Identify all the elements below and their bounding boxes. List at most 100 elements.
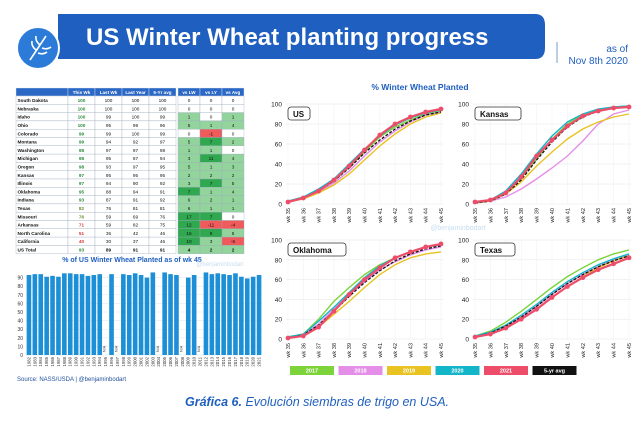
table-header-label: This Wk: [73, 90, 91, 95]
panel-title-box: [474, 106, 522, 121]
as-of-label: as of: [606, 44, 628, 55]
table-cell-value: 5: [232, 181, 235, 186]
bar: [121, 274, 126, 355]
table-cell-value: 4: [232, 189, 235, 194]
table-cell-value: 76: [79, 214, 85, 219]
panel-title-box: [287, 106, 311, 121]
table-cell-value: 15: [186, 231, 192, 236]
wheat-icon-stalk: [29, 35, 52, 61]
line-x-tick: wk 39: [535, 343, 541, 359]
table-cell-value: 94: [106, 181, 112, 186]
table-cell-value: 7: [210, 214, 213, 219]
table-cell-value: 69: [133, 214, 139, 219]
line-x-tick: wk 43: [408, 208, 414, 224]
table-cell-value: 91: [160, 248, 166, 253]
line-x-tick: wk 36: [488, 208, 494, 224]
line-x-tick: wk 40: [550, 343, 556, 359]
table-cell: [221, 245, 245, 254]
bar-x-tick: 2002: [144, 356, 149, 366]
table-cell-value: 96: [160, 123, 166, 128]
line-x-tick: wk 39: [347, 343, 353, 359]
line-x-tick: wk 43: [408, 343, 414, 359]
panel-title: Oklahoma: [293, 246, 332, 255]
table-cell-value: 71: [79, 223, 85, 228]
table-cell-value: 88: [106, 189, 112, 194]
table-cell-value: 100: [132, 106, 140, 111]
line-y-tick: 80: [275, 122, 283, 129]
table-cell-value: 5: [188, 165, 191, 170]
line-point-2021: [408, 249, 413, 255]
legend-swatch-2020: [435, 366, 480, 375]
bar: [50, 275, 55, 355]
table-cell-value: 30: [106, 239, 112, 244]
table-cell-value: 90: [133, 181, 139, 186]
line-point-2021: [316, 188, 321, 194]
table-cell-value: 3: [188, 181, 191, 186]
line-point-2021: [580, 275, 586, 281]
line-point-2021: [423, 109, 429, 115]
table-cell-value: 87: [106, 198, 112, 203]
bar-na-label: N/A: [179, 345, 183, 352]
bar-x-tick: 2010: [192, 356, 197, 366]
table-row-label: South Dakota: [18, 98, 49, 103]
historical-bar-chart: % of US Winter Wheat Planted as of wk 45…: [17, 257, 262, 367]
line-x-tick: wk 40: [363, 343, 369, 359]
table-row-label: Oregon: [18, 165, 35, 170]
table-cell-value: 40: [79, 239, 85, 244]
table-cell-value: 1: [188, 115, 191, 120]
legend-label: 5-yr avg: [544, 369, 565, 375]
table-cell-value: 59: [106, 214, 112, 219]
bar-na-label: N/A: [114, 345, 118, 352]
line-point-2021: [438, 106, 444, 112]
table-cell-value: 46: [160, 239, 166, 244]
bar-x-tick: 2006: [168, 356, 173, 366]
bar-y-tick: 70: [17, 293, 23, 299]
bar-chart-title: % of US Winter Wheat Planted as of wk 45: [62, 257, 202, 264]
line-y-tick: 60: [275, 277, 283, 284]
bar-x-tick: 1983: [32, 356, 37, 366]
line-x-tick: wk 38: [332, 343, 338, 359]
table-row-label: California: [18, 239, 40, 244]
bar-x-tick: 2001: [138, 356, 143, 366]
line-point-2021: [518, 174, 524, 180]
table-cell-value: 9: [210, 231, 213, 236]
table-cell-value: 1: [232, 198, 235, 203]
line-x-tick: wk 42: [393, 343, 399, 359]
table-cell-value: 97: [133, 148, 139, 153]
line-x-tick: wk 35: [473, 208, 479, 224]
line-x-tick: wk 42: [393, 208, 399, 224]
table-cell-value: 11: [209, 156, 214, 161]
table-cell-value: 0: [210, 106, 213, 111]
table-row-label: Ohio: [18, 123, 29, 128]
line-panel-us: 0 20 40 60 80 100 wk 35 wk 36 wk 37 wk 38 wk 39 wk …: [271, 102, 445, 224]
table-row-label: North Carolina: [18, 231, 51, 236]
table-cell-value: 99: [79, 131, 85, 136]
bar-x-tick: 2012: [203, 356, 208, 366]
line-point-2021: [580, 113, 586, 119]
line-y-tick: 80: [462, 257, 470, 264]
table-cell-value: 0: [232, 98, 235, 103]
table-cell-value: 91: [160, 189, 166, 194]
line-series-2020: [474, 253, 630, 337]
table-cell-value: 81: [160, 206, 166, 211]
table-cell-value: 91: [133, 198, 139, 203]
table-row-label: Idaho: [18, 115, 31, 120]
table-cell-value: 97: [79, 181, 85, 186]
line-point-2021: [285, 199, 291, 205]
table-cell-value: 37: [133, 239, 139, 244]
table-cell-value: 2: [232, 140, 235, 145]
bar-x-tick: 2020: [251, 356, 256, 366]
table-cell-value: 0: [232, 214, 235, 219]
line-point-2021: [534, 306, 539, 312]
table-cell-value: 3: [188, 156, 191, 161]
table-cell-value: 82: [79, 206, 85, 211]
line-point-2021: [438, 241, 444, 247]
bar-x-tick: 2015: [221, 356, 226, 366]
table-cell-value: 1: [188, 148, 191, 153]
table-header-label: vs Avg: [226, 90, 241, 95]
table-cell-value: 99: [106, 115, 112, 120]
table-cell-value: 94: [160, 156, 166, 161]
line-point-2021: [503, 325, 509, 331]
table-cell-value: 92: [133, 140, 139, 145]
